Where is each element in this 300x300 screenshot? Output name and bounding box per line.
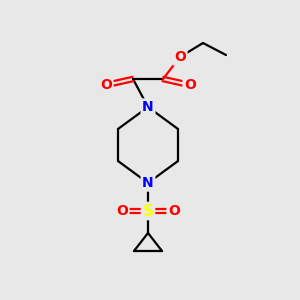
Text: O: O	[100, 78, 112, 92]
Text: N: N	[142, 100, 154, 114]
Text: O: O	[168, 204, 180, 218]
Text: O: O	[116, 204, 128, 218]
Text: O: O	[184, 78, 196, 92]
Text: N: N	[142, 176, 154, 190]
Text: S: S	[142, 203, 154, 218]
Text: O: O	[174, 50, 186, 64]
